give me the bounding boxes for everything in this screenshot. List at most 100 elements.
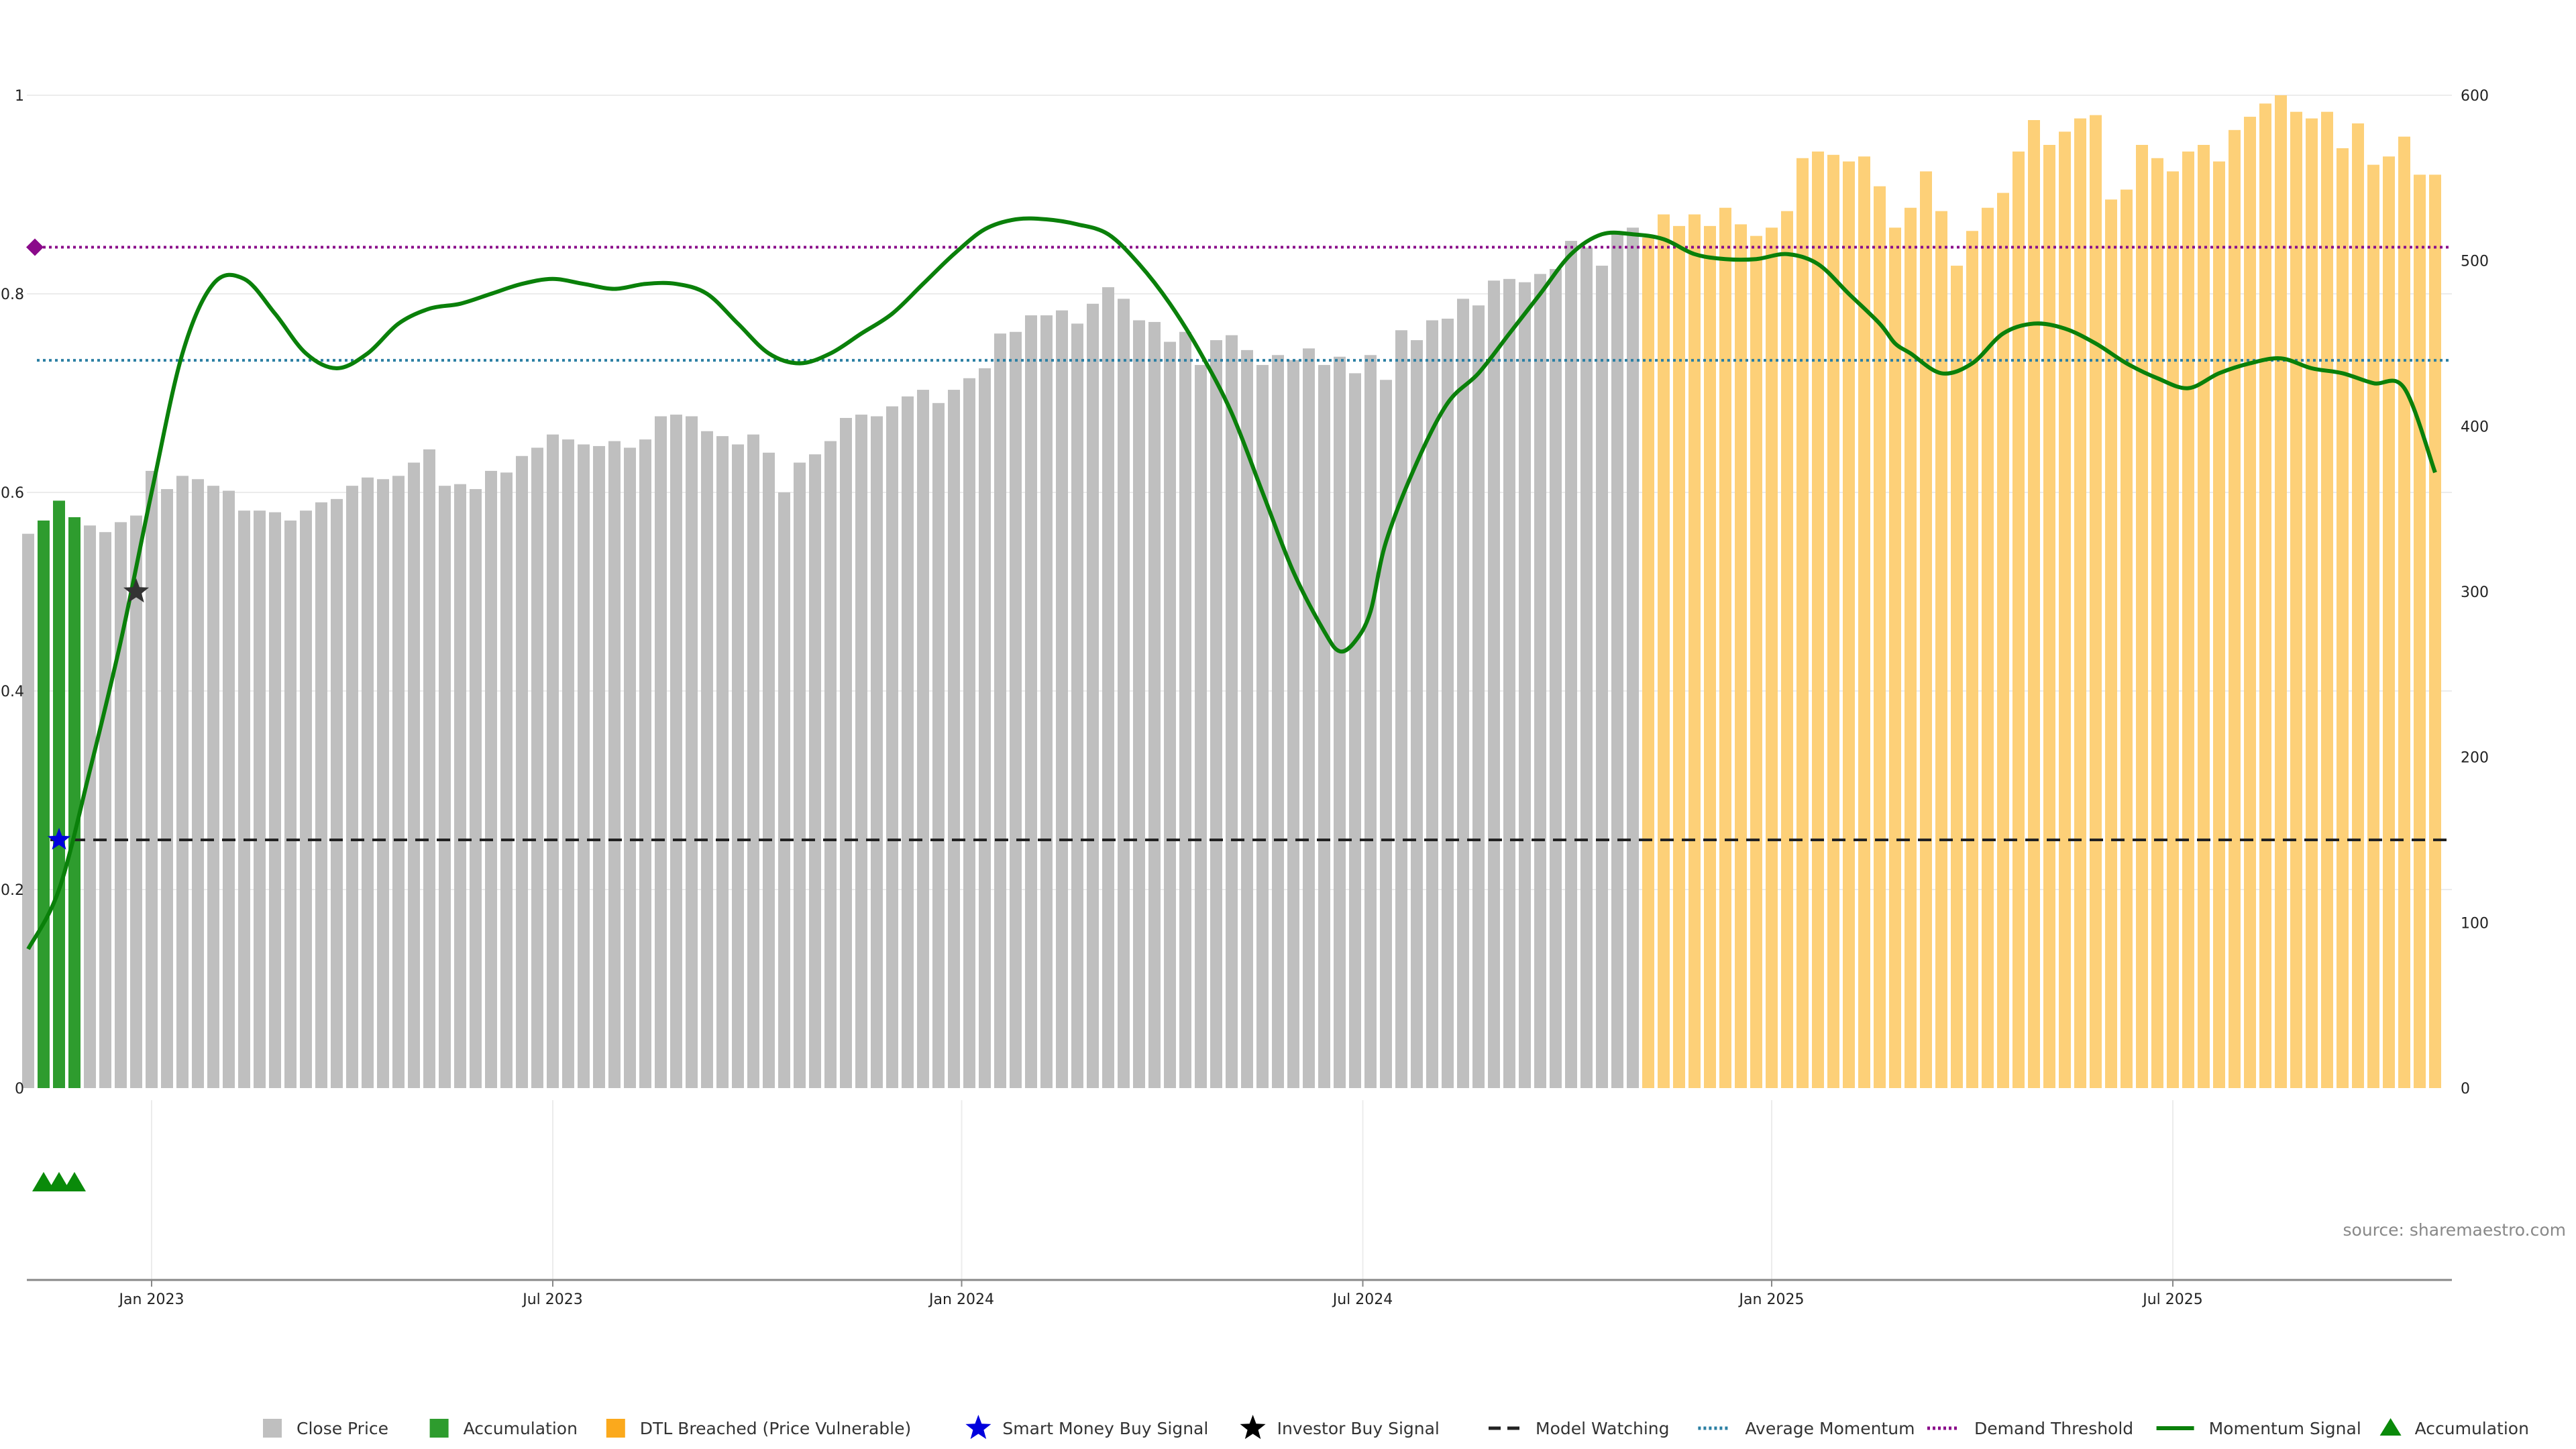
legend-label: Accumulation (2415, 1419, 2529, 1438)
legend-item: Close Price (263, 1419, 388, 1438)
price-bar (470, 489, 482, 1088)
legend-label: Investor Buy Signal (1277, 1419, 1440, 1438)
price-bar (1318, 365, 1330, 1088)
price-bar (1735, 224, 1747, 1088)
price-bar (176, 476, 189, 1088)
price-bar (2043, 145, 2055, 1088)
legend-swatch (1240, 1415, 1266, 1440)
accumulation-triangle (63, 1172, 86, 1191)
legend-swatch (606, 1419, 625, 1438)
price-bar (1966, 231, 1978, 1089)
legend-label: Smart Money Buy Signal (1002, 1419, 1208, 1438)
price-bar (948, 390, 960, 1088)
price-bar (1750, 235, 1762, 1089)
price-bar (2105, 199, 2117, 1088)
price-bar (254, 511, 266, 1088)
left-tick-label: 1 (15, 88, 24, 105)
legend-item: Smart Money Buy Signal (965, 1415, 1208, 1440)
legend-item: Average Momentum (1698, 1419, 1915, 1438)
price-bar (1395, 330, 1407, 1089)
price-bar (917, 390, 929, 1088)
price-bar (1935, 211, 1947, 1089)
price-bar (778, 492, 790, 1088)
price-bar (1148, 321, 1161, 1088)
left-tick-label: 0.8 (1, 286, 24, 303)
legend-item: Accumulation (2379, 1418, 2529, 1438)
price-bar (2414, 174, 2426, 1088)
price-bar (840, 418, 852, 1088)
price-bar (593, 445, 605, 1088)
price-bar (1827, 154, 1839, 1088)
price-bar (38, 520, 50, 1088)
price-bar (362, 477, 374, 1088)
legend-label: Accumulation (464, 1419, 578, 1438)
price-bar (824, 441, 837, 1088)
x-tick-label: Jan 2024 (928, 1291, 994, 1308)
price-bar (1812, 151, 1824, 1088)
price-bar (423, 449, 435, 1088)
axes: 0 0.2 0.4 0.6 0.8 1 0 100 200 300 400 500 600 Jan 202… (1, 88, 2489, 1308)
price-bar (315, 502, 327, 1088)
price-bar (346, 486, 358, 1088)
price-bar (84, 525, 96, 1088)
price-bar (207, 486, 219, 1088)
price-bar (1334, 356, 1346, 1088)
signal-markers (26, 238, 150, 1191)
legend-label: Momentum Signal (2209, 1419, 2361, 1438)
price-bar (1241, 350, 1253, 1088)
price-bar (2151, 158, 2163, 1088)
right-tick-label: 600 (2461, 88, 2489, 105)
accumulation-triangle (32, 1172, 55, 1191)
legend-item: Demand Threshold (1927, 1419, 2133, 1438)
grid (27, 95, 2452, 1280)
right-tick-label: 0 (2461, 1081, 2470, 1097)
price-bar (1565, 241, 1577, 1089)
price-bar (1766, 227, 1778, 1088)
price-bar (1550, 269, 1562, 1088)
price-bar (1411, 340, 1423, 1089)
price-bar (1982, 207, 1994, 1088)
right-tick-label: 400 (2461, 419, 2489, 435)
price-bar (377, 479, 389, 1088)
price-bar (2059, 131, 2071, 1089)
price-bar (115, 522, 127, 1088)
price-bar (1719, 207, 1731, 1088)
price-bar (1904, 207, 1917, 1088)
price-bar (1889, 227, 1901, 1088)
price-bar (855, 415, 867, 1088)
price-bar (454, 484, 466, 1088)
price-bar (1256, 365, 1269, 1088)
price-bar (1426, 320, 1438, 1088)
price-bar (1658, 214, 1670, 1089)
price-bar (1010, 331, 1022, 1088)
left-tick-label: 0.4 (1, 684, 24, 700)
price-bar (99, 532, 111, 1088)
legend: Close Price Accumulation DTL Breached (Pri… (263, 1415, 2529, 1440)
price-bar (192, 479, 204, 1088)
x-tick-label: Jul 2024 (1332, 1291, 1393, 1308)
price-bar (1380, 380, 1392, 1089)
price-bar (238, 511, 250, 1088)
price-bar (1272, 355, 1284, 1089)
price-bar (979, 368, 991, 1088)
price-bar (655, 416, 667, 1088)
legend-label: Close Price (297, 1419, 388, 1438)
x-tick-label: Jan 2023 (118, 1291, 184, 1308)
price-bar (1087, 303, 1099, 1088)
price-bar (2090, 115, 2102, 1089)
price-bar (1611, 234, 1623, 1089)
right-tick-label: 500 (2461, 254, 2489, 270)
left-tick-label: 0.6 (1, 485, 24, 502)
price-bar (1056, 310, 1068, 1089)
price-bar (1920, 171, 1932, 1088)
price-bar (22, 533, 34, 1088)
price-bar (2429, 174, 2441, 1088)
left-tick-label: 0.2 (1, 882, 24, 899)
price-bar (2383, 156, 2395, 1089)
price-bar (624, 447, 636, 1088)
price-bar (578, 444, 590, 1088)
price-bar (1874, 186, 1886, 1089)
price-bar (1179, 331, 1191, 1088)
momentum-line (26, 216, 2437, 951)
right-tick-label: 100 (2461, 915, 2489, 932)
